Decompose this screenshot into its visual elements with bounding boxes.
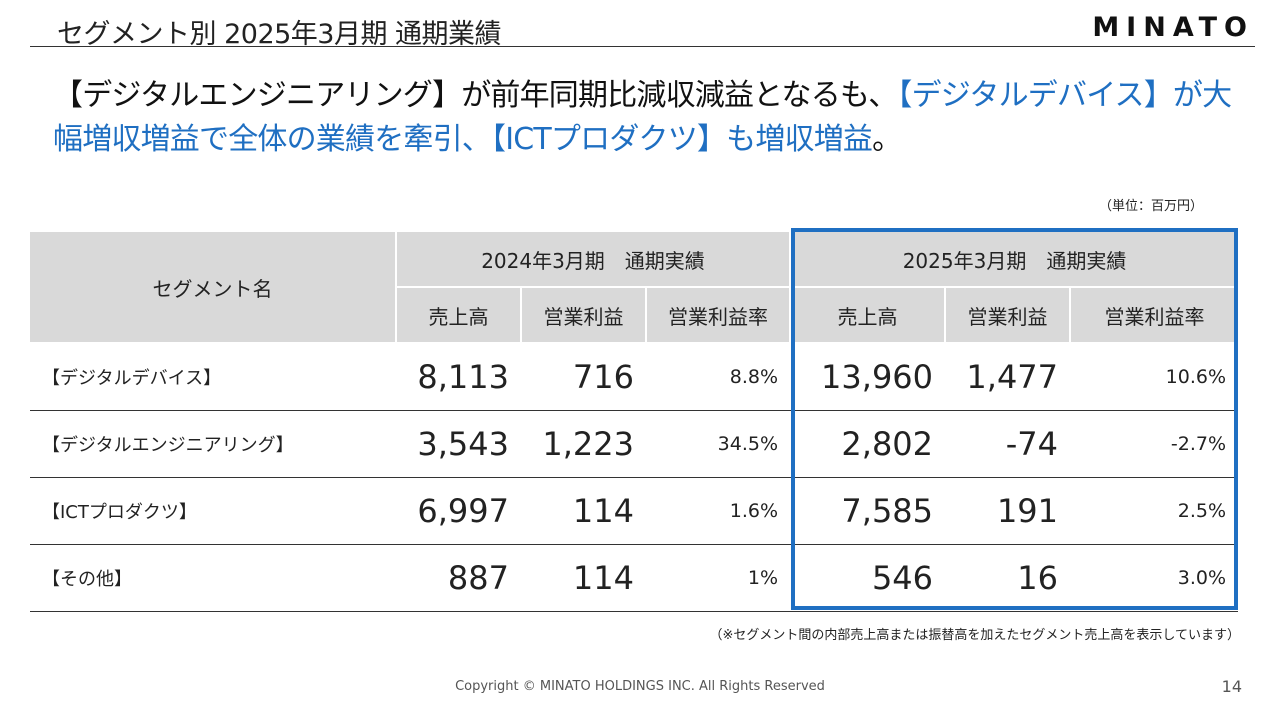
headline: 【デジタルエンジニアリング】が前年同期比減収減益となるも、【デジタルデバイス】が… <box>53 74 1233 162</box>
curr-operating-profit: 16 <box>945 544 1071 612</box>
title-divider <box>30 46 1255 47</box>
column-header: 営業利益 <box>521 287 647 344</box>
table-row: 【その他】 887 114 1% 546 16 3.0% <box>30 544 1239 612</box>
column-header: 売上高 <box>396 287 522 344</box>
headline-part-1: 【デジタルエンジニアリング】が前年同期比減収減益となるも、 <box>53 78 898 113</box>
segment-results-table: セグメント名 2024年3月期 通期実績 2025年3月期 通期実績 売上高 営… <box>30 232 1239 612</box>
period-header-curr: 2025年3月期 通期実績 <box>790 232 1239 288</box>
segment-name-header: セグメント名 <box>30 232 397 344</box>
prev-operating-profit: 716 <box>521 343 646 411</box>
page-number: 14 <box>1221 677 1242 696</box>
headline-part-4: 。 <box>872 122 902 157</box>
column-header: 営業利益 <box>945 287 1072 344</box>
copyright: Copyright © MINATO HOLDINGS INC. All Rig… <box>455 679 825 694</box>
curr-operating-margin: 3.0% <box>1070 544 1239 612</box>
column-header: 売上高 <box>790 287 947 344</box>
segment-name: 【ICTプロダクツ】 <box>30 477 396 545</box>
curr-sales: 546 <box>790 544 946 612</box>
prev-sales: 8,113 <box>396 343 521 411</box>
prev-sales: 3,543 <box>396 410 521 478</box>
table-row: 【デジタルエンジニアリング】 3,543 1,223 34.5% 2,802 -… <box>30 410 1239 478</box>
segment-name: 【デジタルエンジニアリング】 <box>30 410 396 478</box>
segment-name: 【デジタルデバイス】 <box>30 343 396 411</box>
curr-operating-margin: 10.6% <box>1070 343 1239 411</box>
prev-operating-margin: 1.6% <box>646 477 791 545</box>
segment-name: 【その他】 <box>30 544 396 612</box>
period-header-prev: 2024年3月期 通期実績 <box>396 232 792 288</box>
prev-operating-profit: 114 <box>521 544 646 612</box>
curr-operating-margin: 2.5% <box>1070 477 1239 545</box>
table-row: 【ICTプロダクツ】 6,997 114 1.6% 7,585 191 2.5% <box>30 477 1239 545</box>
prev-operating-margin: 34.5% <box>646 410 791 478</box>
curr-sales: 7,585 <box>790 477 946 545</box>
curr-operating-profit: 191 <box>945 477 1071 545</box>
table-header-row-columns: 売上高 営業利益 営業利益率 売上高 営業利益 営業利益率 <box>30 287 1239 344</box>
headline-part-2: 【デジタルデバイス】が大幅増収増益で全体の業績を牽引、 <box>53 78 1232 157</box>
prev-operating-margin: 1% <box>646 544 791 612</box>
prev-operating-margin: 8.8% <box>646 343 791 411</box>
prev-sales: 887 <box>396 544 521 612</box>
company-logo: MINATO <box>1092 12 1254 43</box>
headline-part-3: 【ICTプロダクツ】も増収増益 <box>491 122 873 157</box>
unit-label: （単位：百万円） <box>1098 199 1203 214</box>
curr-sales: 13,960 <box>790 343 946 411</box>
prev-operating-profit: 114 <box>521 477 646 545</box>
footnote: （※セグメント間の内部売上高または振替高を加えたセグメント売上高を表示しています… <box>709 628 1240 643</box>
curr-operating-margin: -2.7% <box>1070 410 1239 478</box>
prev-sales: 6,997 <box>396 477 521 545</box>
prev-operating-profit: 1,223 <box>521 410 646 478</box>
curr-operating-profit: 1,477 <box>945 343 1071 411</box>
page-title: セグメント別 2025年3月期 通期業績 <box>57 19 502 50</box>
column-header: 営業利益率 <box>1070 287 1239 344</box>
table-header-row-periods: セグメント名 2024年3月期 通期実績 2025年3月期 通期実績 <box>30 232 1239 344</box>
table-row: 【デジタルデバイス】 8,113 716 8.8% 13,960 1,477 1… <box>30 343 1239 411</box>
curr-sales: 2,802 <box>790 410 946 478</box>
column-header: 営業利益率 <box>646 287 792 344</box>
curr-operating-profit: -74 <box>945 410 1071 478</box>
